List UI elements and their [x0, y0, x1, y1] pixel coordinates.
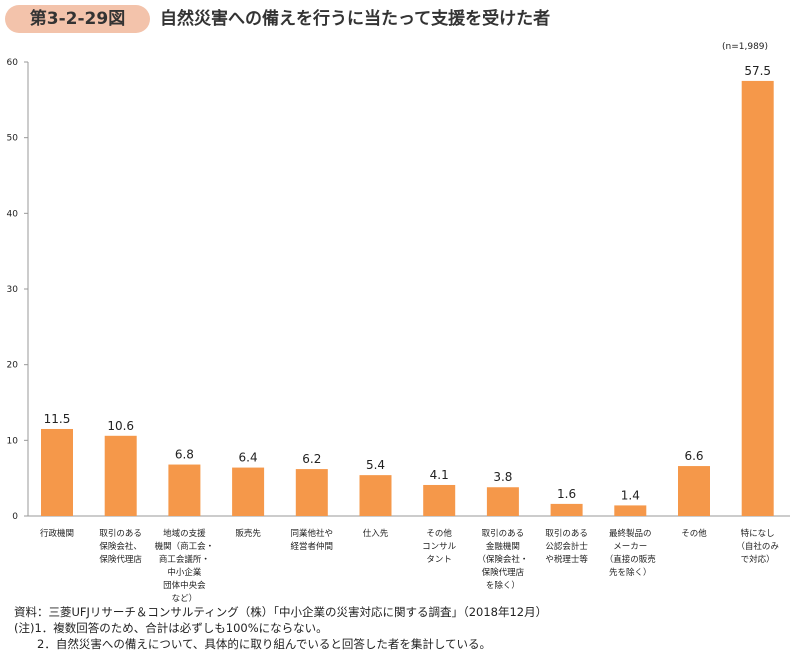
y-tick-label: 60	[7, 58, 19, 68]
x-tick-label: 取引のある 金融機関 （保険会社・ 保険代理店 を除く）	[477, 529, 529, 591]
y-tick-label: 10	[7, 436, 19, 446]
data-label: 4.1	[430, 468, 449, 482]
chart-title: 自然災害への備えを行うに当たって支援を受けた者	[160, 9, 551, 29]
data-label: 6.8	[175, 448, 194, 462]
x-tick-label: その他 コンサル タント	[422, 529, 457, 565]
data-label: 1.4	[621, 488, 640, 502]
x-tick-label: 仕入先	[362, 529, 389, 539]
bar	[359, 475, 392, 516]
y-tick-label: 50	[7, 134, 19, 144]
bar	[232, 467, 265, 516]
data-label: 6.4	[239, 451, 258, 465]
x-tick-label: 取引のある 公認会計士 や税理士等	[545, 529, 588, 565]
bar	[550, 503, 583, 516]
sample-size: (n=1,989)	[722, 42, 769, 52]
data-label: 57.5	[744, 64, 771, 78]
y-tick-label: 30	[7, 285, 19, 295]
x-tick-label: 同業他社や 経営者仲間	[290, 529, 334, 552]
x-tick-label: 行政機関	[39, 529, 74, 539]
bar	[614, 505, 647, 516]
data-label: 3.8	[493, 470, 512, 484]
bar	[295, 469, 328, 516]
y-tick-label: 40	[7, 209, 19, 219]
y-tick-label: 0	[12, 512, 18, 522]
notes: 資料：三菱UFJリサーチ＆コンサルティング（株）「中小企業の災害対応に関する調査…	[14, 604, 547, 652]
y-tick-label: 20	[7, 361, 19, 371]
bar	[104, 435, 137, 516]
data-label: 10.6	[107, 419, 134, 433]
data-label: 6.2	[302, 452, 321, 466]
data-label: 11.5	[44, 412, 71, 426]
source-note: 資料：三菱UFJリサーチ＆コンサルティング（株）「中小企業の災害対応に関する調査…	[14, 605, 548, 619]
bar	[741, 80, 774, 517]
bar	[678, 466, 710, 516]
data-label: 6.6	[684, 449, 703, 463]
x-tick-label: その他	[681, 529, 707, 539]
x-tick-label: 販売先	[235, 529, 261, 539]
bar	[41, 428, 73, 516]
x-tick-label: 取引のある 保険会社、 保険代理店	[99, 529, 142, 565]
bar	[168, 464, 201, 516]
x-tick-label: 特になし （自社のみ で対応）	[736, 529, 779, 565]
bar	[486, 487, 519, 516]
bar	[423, 484, 456, 516]
x-tick-label: 地域の支援 機関（商工会・ 商工会議所・ 中小企業 団体中央会 など）	[154, 529, 215, 604]
figure-number-badge: 第3-2-29図	[5, 5, 150, 33]
data-label: 5.4	[366, 458, 385, 472]
note-2: 2．自然災害への備えについて、具体的に取り組んでいると回答した者を集計している。	[14, 637, 491, 651]
note-1: (注)1．複数回答のため、合計は必ずしも100%にならない。	[14, 621, 328, 635]
data-label: 1.6	[557, 487, 576, 501]
x-tick-label: 最終製品の メーカー （直接の販売 先を除く）	[604, 529, 656, 578]
